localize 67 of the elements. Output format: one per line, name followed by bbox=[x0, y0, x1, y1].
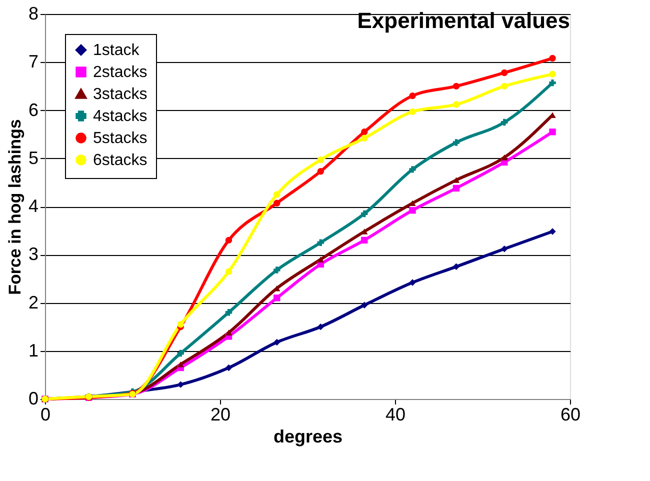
legend-label: 1stack bbox=[93, 42, 140, 59]
x-tick-label: 20 bbox=[210, 404, 231, 424]
point bbox=[361, 302, 368, 309]
point bbox=[409, 92, 416, 100]
point bbox=[409, 206, 416, 214]
point bbox=[501, 245, 508, 252]
y-tick-label: 3 bbox=[28, 244, 38, 264]
point bbox=[361, 128, 368, 136]
point bbox=[274, 266, 280, 274]
y-tick-label: 0 bbox=[28, 388, 38, 408]
point bbox=[177, 350, 184, 357]
point bbox=[361, 210, 368, 218]
legend-label: 6stacks bbox=[93, 152, 148, 169]
point bbox=[409, 279, 416, 286]
point bbox=[549, 228, 556, 235]
point bbox=[452, 263, 460, 270]
legend-label: 3stacks bbox=[93, 86, 148, 103]
point bbox=[225, 268, 232, 275]
legend-label: 5stacks bbox=[93, 130, 148, 147]
x-tick-label: 60 bbox=[560, 404, 581, 424]
point bbox=[225, 236, 232, 244]
point bbox=[274, 294, 280, 302]
point bbox=[317, 239, 324, 246]
point bbox=[452, 82, 460, 90]
y-axis-title: Force in hog lashings bbox=[5, 119, 24, 295]
x-axis-title: degrees bbox=[273, 426, 343, 446]
point bbox=[361, 228, 368, 234]
point bbox=[361, 134, 368, 142]
point bbox=[317, 156, 324, 164]
x-tick-label: 40 bbox=[385, 404, 406, 424]
y-tick-label: 4 bbox=[28, 196, 38, 216]
point bbox=[409, 108, 416, 116]
point bbox=[225, 364, 232, 372]
point bbox=[317, 256, 324, 262]
point bbox=[274, 338, 280, 346]
point bbox=[452, 139, 460, 146]
point bbox=[225, 309, 232, 316]
point bbox=[177, 381, 184, 388]
point bbox=[501, 118, 508, 126]
y-tick-label: 5 bbox=[28, 148, 38, 168]
y-tick-label: 2 bbox=[28, 292, 38, 312]
point bbox=[549, 70, 556, 78]
point bbox=[501, 154, 508, 160]
point bbox=[177, 361, 184, 368]
point bbox=[409, 166, 416, 173]
point bbox=[549, 79, 556, 86]
point bbox=[452, 177, 460, 183]
point bbox=[274, 200, 280, 206]
point bbox=[361, 236, 368, 244]
point bbox=[317, 323, 324, 330]
y-tick-label: 8 bbox=[28, 4, 38, 24]
point bbox=[501, 69, 508, 76]
point bbox=[452, 184, 460, 192]
point bbox=[549, 54, 556, 62]
y-tick-label: 6 bbox=[28, 100, 38, 120]
y-tick-label: 1 bbox=[28, 340, 38, 360]
point bbox=[317, 168, 324, 175]
point bbox=[501, 82, 508, 90]
legend-label: 4stacks bbox=[93, 108, 148, 125]
point bbox=[177, 321, 184, 328]
point bbox=[452, 101, 460, 108]
y-tick-label: 7 bbox=[28, 52, 38, 72]
point bbox=[225, 330, 232, 336]
legend-label: 2stacks bbox=[93, 64, 148, 81]
chart-title: Experimental values bbox=[357, 8, 570, 33]
point bbox=[549, 128, 556, 136]
point bbox=[274, 191, 280, 198]
